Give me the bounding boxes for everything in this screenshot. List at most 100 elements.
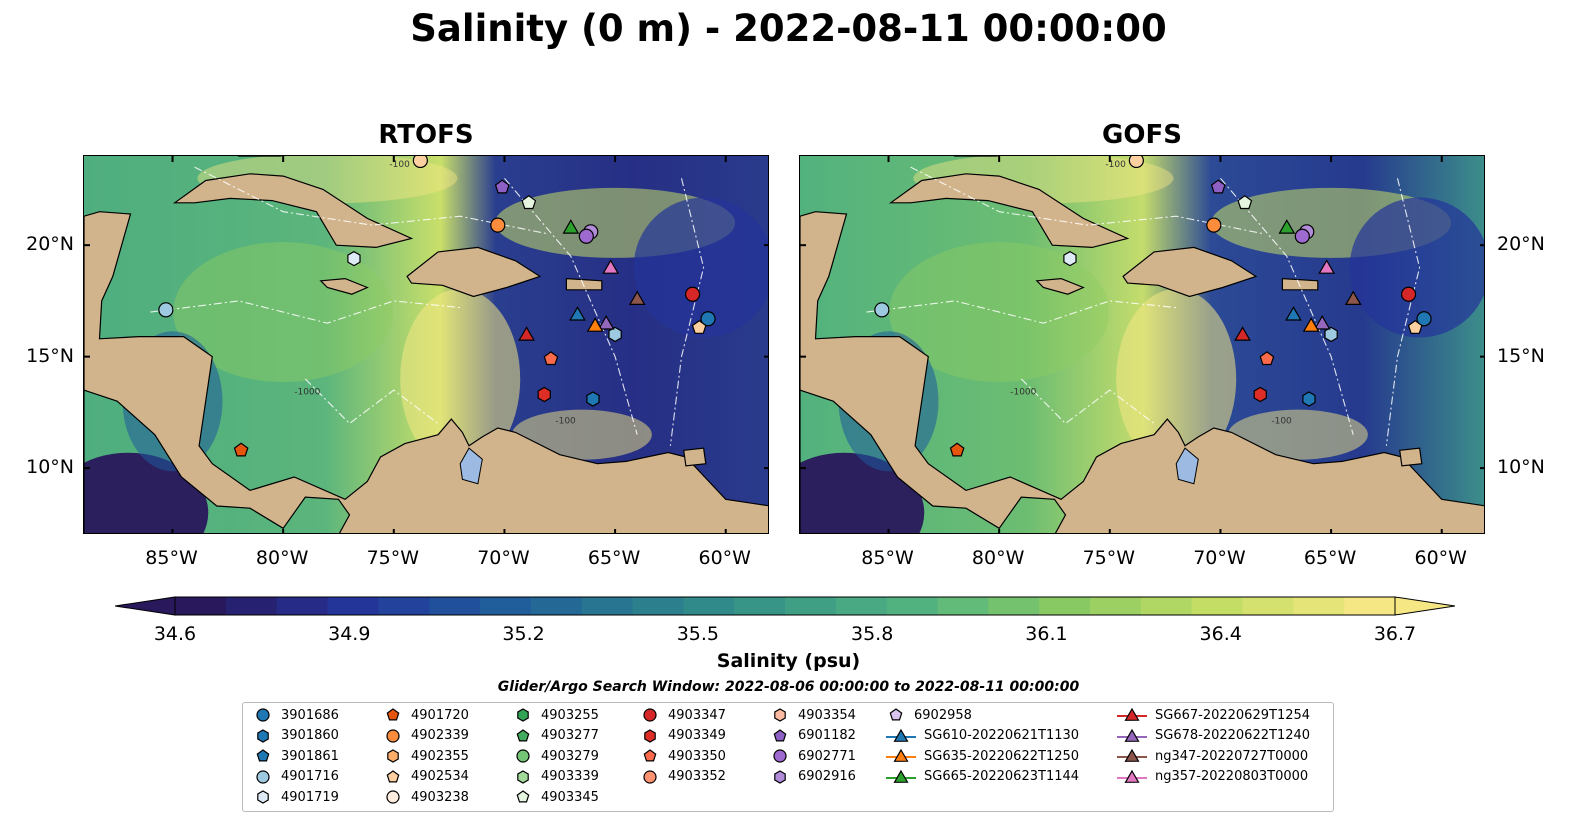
panel-title-rtofs: RTOFS	[378, 120, 474, 150]
colorbar-tick-label: 34.6	[153, 623, 197, 645]
pentagon-marker-icon	[516, 790, 530, 803]
svg-text:-100: -100	[1271, 417, 1292, 427]
legend-item: 4903350	[640, 746, 726, 766]
observation-marker	[1344, 290, 1362, 305]
observation-marker	[586, 391, 600, 407]
triangle-marker-icon	[886, 728, 916, 742]
legend-item: 4902339	[383, 726, 469, 746]
observation-marker	[1416, 311, 1432, 327]
legend-label: 4903349	[668, 728, 726, 743]
observation-marker	[949, 442, 965, 457]
legend-label: 4902339	[411, 728, 469, 743]
longitude-tick-label: 75°W	[366, 547, 420, 569]
latitude-tick-label: 10°N	[1497, 456, 1545, 479]
circle-marker-icon	[386, 728, 400, 743]
legend-item: 4903279	[513, 746, 599, 766]
longitude-tick-label: 70°W	[477, 547, 530, 569]
longitude-tick-label: 70°W	[1193, 547, 1246, 569]
legend-item: ng347-20220727T0000	[1117, 746, 1308, 766]
observation-marker	[518, 326, 535, 341]
legend-item: SG610-20220621T1130	[886, 726, 1079, 746]
figure-title: Salinity (0 m) - 2022-08-11 00:00:00	[410, 7, 1167, 50]
longitude-tick-label: 85°W	[145, 547, 198, 569]
latitude-tick-label: 20°N	[26, 233, 74, 256]
legend-item: 4903238	[383, 787, 469, 807]
observation-marker	[1234, 326, 1251, 341]
longitude-tick-label: 65°W	[587, 547, 641, 569]
colorbar-label: Salinity (psu)	[716, 650, 861, 672]
observation-marker	[543, 351, 559, 366]
hexagon-marker-icon	[517, 708, 529, 722]
legend-label: 4903279	[541, 748, 599, 764]
panel-title-gofs: GOFS	[1102, 120, 1182, 150]
observation-marker	[1324, 326, 1338, 343]
pentagon-marker-icon	[889, 708, 903, 721]
legend-label: 4901719	[281, 789, 339, 805]
triangle-marker-icon	[886, 748, 916, 762]
colorbar-tick-label: 36.1	[1025, 623, 1068, 645]
svg-text:-1000: -1000	[294, 388, 320, 398]
legend-label: 3901860	[281, 728, 339, 743]
legend-item: 3901686	[253, 705, 339, 725]
hexagon-marker-icon	[774, 708, 786, 722]
hexagon-marker-icon	[257, 728, 269, 743]
legend-label: 4903255	[541, 707, 599, 723]
latitude-tick-label: 10°N	[26, 456, 74, 479]
observation-marker	[874, 302, 890, 318]
legend-label: 6902958	[914, 707, 972, 723]
longitude-tick-label: 65°W	[1303, 547, 1357, 569]
legend-item: 4903349	[640, 726, 726, 746]
observation-marker	[691, 319, 707, 334]
pentagon-marker-icon	[773, 728, 787, 741]
observation-marker	[586, 317, 604, 332]
search-window-caption: Glider/Argo Search Window: 2022-08-06 00…	[497, 679, 1080, 695]
observation-marker	[1063, 250, 1077, 267]
svg-text:-100: -100	[1105, 160, 1126, 170]
legend-label: 4903345	[541, 789, 599, 805]
circle-marker-icon	[773, 749, 787, 763]
triangle-marker-icon	[1117, 707, 1147, 721]
observation-marker	[597, 314, 615, 330]
colorbar-tick-label: 36.7	[1373, 623, 1417, 645]
legend-label: 4903354	[798, 707, 856, 723]
colorbar-tick-label: 35.2	[502, 623, 545, 645]
legend-item: 4901716	[253, 767, 339, 787]
legend-item: 3901861	[253, 746, 339, 766]
observation-marker	[1302, 317, 1320, 332]
legend-item: 4903255	[513, 705, 599, 725]
legend-item: 6902916	[770, 767, 856, 787]
legend-item: 4902534	[383, 767, 469, 787]
legend-label: 4903347	[668, 707, 726, 723]
hexagon-marker-icon	[257, 790, 269, 804]
hexagon-marker-icon	[644, 728, 656, 743]
latitude-tick-label: 15°N	[1497, 344, 1545, 367]
circle-marker-icon	[256, 708, 270, 722]
latitude-tick-label: 20°N	[1497, 233, 1545, 256]
longitude-tick-label: 60°W	[698, 547, 751, 569]
legend-label: 4903238	[411, 789, 469, 805]
pentagon-marker-icon	[386, 708, 400, 721]
legend-label: SG635-20220622T1250	[924, 748, 1080, 764]
observation-marker	[1210, 179, 1226, 194]
longitude-tick-label: 75°W	[1082, 547, 1136, 569]
observation-marker	[1302, 391, 1316, 407]
legend-label: 6902916	[798, 769, 856, 784]
legend-item: 4901719	[253, 787, 339, 807]
observation-marker	[412, 156, 428, 169]
observation-marker	[1407, 319, 1423, 334]
latitude-tick-label: 15°N	[26, 344, 74, 367]
legend-item: 4902355	[383, 746, 469, 766]
hexagon-marker-icon	[774, 769, 786, 784]
observation-marker	[1294, 228, 1310, 244]
pentagon-marker-icon	[386, 769, 400, 782]
observation-marker	[1318, 259, 1336, 274]
observation-marker	[1400, 286, 1417, 302]
legend-label: 4903277	[541, 728, 599, 743]
legend-label: 4901720	[411, 707, 469, 723]
legend-item: 4903277	[513, 726, 599, 746]
circle-marker-icon	[386, 790, 400, 804]
observation-marker	[1259, 351, 1275, 366]
colorbar-tick-label: 36.4	[1199, 623, 1242, 645]
observation-marker	[1128, 156, 1144, 169]
legend-label: 4903339	[541, 769, 599, 784]
